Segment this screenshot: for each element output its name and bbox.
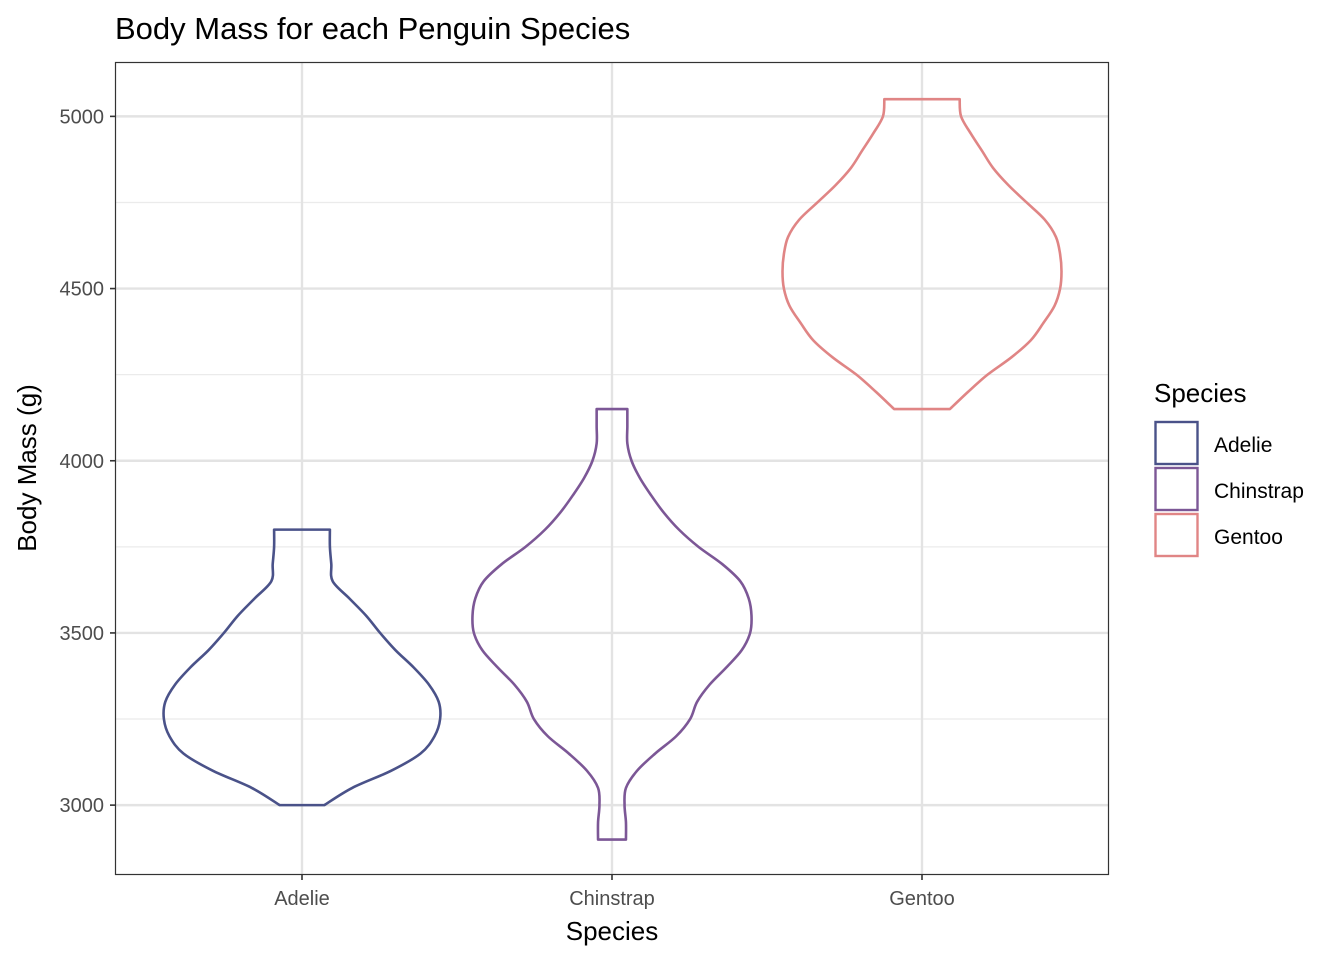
grid-lines [116, 63, 1108, 874]
x-axis: Adelie Chinstrap Gentoo [274, 874, 955, 910]
x-tick-label: Gentoo [889, 888, 955, 910]
x-tick-label: Chinstrap [569, 888, 655, 910]
y-tick-label: 3000 [60, 795, 105, 817]
violin-chinstrap [471, 407, 753, 841]
legend-label: Gentoo [1214, 526, 1283, 549]
y-tick-label: 3500 [60, 623, 105, 645]
x-axis-title: Species [566, 916, 659, 946]
y-tick-label: 4500 [60, 279, 105, 301]
legend-label: Adelie [1214, 434, 1272, 457]
legend-title: Species [1154, 378, 1247, 408]
y-tick-label: 4000 [60, 451, 105, 473]
legend-key-chinstrap [1154, 466, 1199, 512]
violin-adelie [162, 528, 442, 807]
legend-keys: Adelie Chinstrap Gentoo [1154, 420, 1304, 558]
legend-key-adelie [1154, 420, 1199, 466]
chart-title: Body Mass for each Penguin Species [115, 11, 630, 46]
violin-gentoo [781, 97, 1063, 411]
legend-key-gentoo [1154, 512, 1199, 558]
y-tick-label: 5000 [60, 106, 105, 128]
violin-group [162, 97, 1063, 841]
y-axis-title: Body Mass (g) [12, 384, 42, 552]
x-tick-label: Adelie [274, 888, 330, 910]
legend-label: Chinstrap [1214, 480, 1304, 503]
y-axis: 3000 3500 4000 4500 5000 [60, 106, 116, 817]
legend: Species Adelie Chinstrap Gentoo [1154, 378, 1304, 558]
